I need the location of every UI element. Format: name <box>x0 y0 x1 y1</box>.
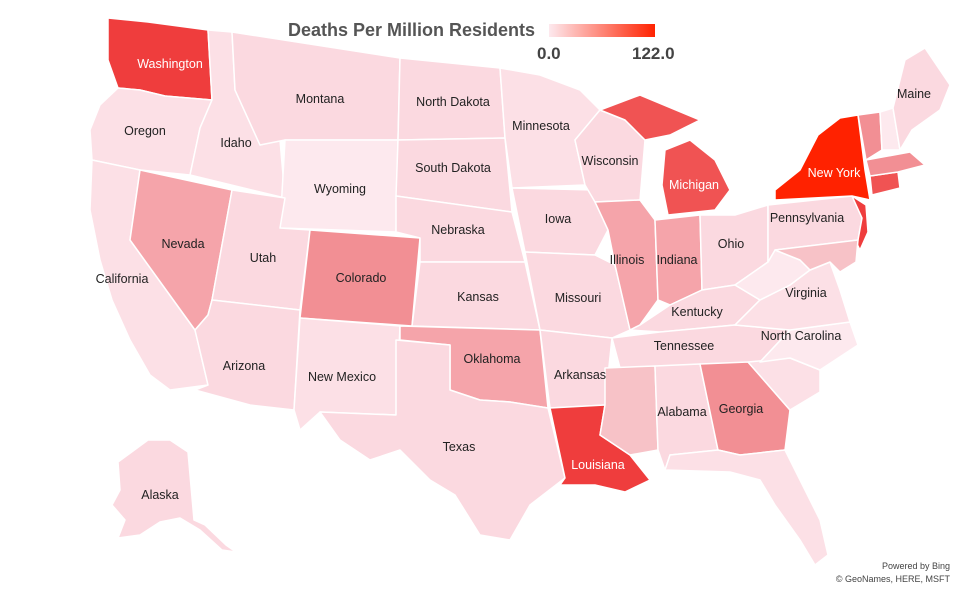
label-illinois: Illinois <box>610 253 645 267</box>
label-ohio: Ohio <box>718 237 744 251</box>
state-new-york[interactable] <box>774 114 871 201</box>
state-maryland-delaware[interactable] <box>774 239 859 273</box>
label-arkansas: Arkansas <box>554 368 606 382</box>
state-iowa[interactable] <box>511 187 609 256</box>
legend-max-label: 122.0 <box>632 44 675 63</box>
label-nebraska: Nebraska <box>431 223 485 237</box>
label-alaska: Alaska <box>141 488 179 502</box>
legend-gradient-bar <box>549 24 655 37</box>
label-maine: Maine <box>897 87 931 101</box>
state-massachusetts[interactable] <box>865 151 926 177</box>
label-michigan: Michigan <box>669 178 719 192</box>
label-montana: Montana <box>296 92 345 106</box>
state-florida[interactable] <box>664 449 829 566</box>
label-texas: Texas <box>443 440 476 454</box>
label-louisiana: Louisiana <box>571 458 625 472</box>
label-georgia: Georgia <box>719 402 764 416</box>
label-colorado: Colorado <box>336 271 387 285</box>
label-north-carolina: North Carolina <box>761 329 842 343</box>
label-utah: Utah <box>250 251 276 265</box>
label-tennessee: Tennessee <box>654 339 715 353</box>
label-new-mexico: New Mexico <box>308 370 376 384</box>
attribution-powered-by: Powered by Bing <box>881 561 950 571</box>
label-alabama: Alabama <box>657 405 706 419</box>
label-oregon: Oregon <box>124 124 166 138</box>
state-maine[interactable] <box>892 47 951 151</box>
attribution-copyright: © GeoNames, HERE, MSFT <box>835 574 950 584</box>
state-michigan[interactable] <box>599 94 731 216</box>
state-alaska[interactable] <box>111 439 237 553</box>
label-wisconsin: Wisconsin <box>582 154 639 168</box>
label-south-dakota: South Dakota <box>415 161 491 175</box>
map-title: Deaths Per Million Residents <box>288 20 536 40</box>
label-pennsylvania: Pennsylvania <box>770 211 844 225</box>
label-new-york: New York <box>808 166 862 180</box>
state-texas[interactable] <box>319 339 566 541</box>
label-washington: Washington <box>137 57 203 71</box>
label-kentucky: Kentucky <box>671 305 723 319</box>
state-arizona[interactable] <box>194 299 301 411</box>
state-montana[interactable] <box>231 31 401 146</box>
label-iowa: Iowa <box>545 212 571 226</box>
label-idaho: Idaho <box>220 136 251 150</box>
label-north-dakota: North Dakota <box>416 95 490 109</box>
state-mississippi[interactable] <box>599 365 659 456</box>
label-oklahoma: Oklahoma <box>464 352 521 366</box>
label-arizona: Arizona <box>223 359 265 373</box>
label-nevada: Nevada <box>161 237 204 251</box>
label-kansas: Kansas <box>457 290 499 304</box>
label-minnesota: Minnesota <box>512 119 570 133</box>
label-indiana: Indiana <box>656 253 697 267</box>
label-california: California <box>96 272 149 286</box>
label-virginia: Virginia <box>785 286 827 300</box>
legend-min-label: 0.0 <box>537 44 561 63</box>
label-missouri: Missouri <box>555 291 602 305</box>
label-wyoming: Wyoming <box>314 182 366 196</box>
